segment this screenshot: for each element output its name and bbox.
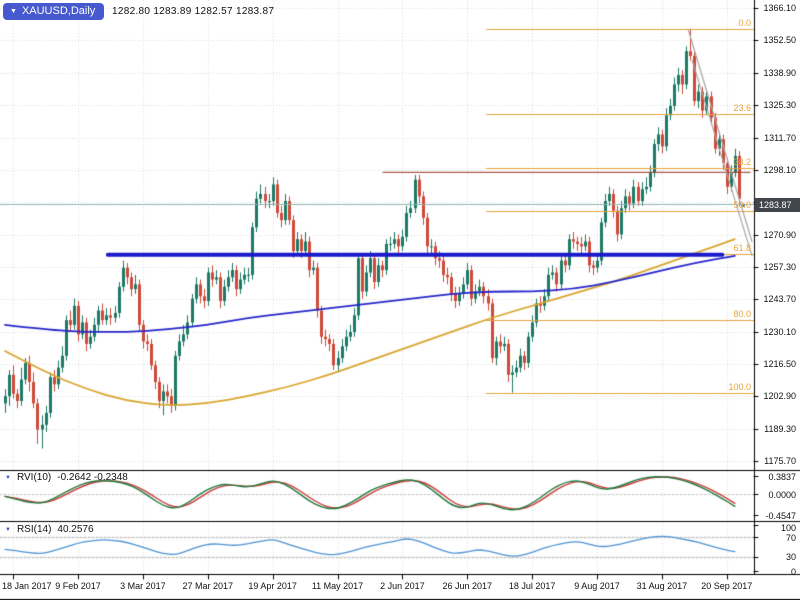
price-axis-label: 1352.50 (763, 35, 796, 46)
price-axis-label: 1270.90 (763, 229, 796, 240)
date-axis-label: 18 Jan 2017 (2, 581, 52, 591)
price-axis-label: 1325.30 (763, 100, 796, 111)
rsi-scale-label: 30 (785, 552, 796, 563)
date-axis-label: 9 Aug 2017 (574, 581, 620, 591)
price-axis-label: 1243.70 (763, 294, 796, 305)
rvi-name: RVI(10) (16, 472, 52, 483)
date-axis-label: 18 Jul 2017 (508, 581, 556, 591)
symbol-timeframe-label: XAUUSD,Daily (21, 5, 96, 17)
rvi-scale-label: 0.3837 (768, 472, 796, 482)
rvi-scale-label: -0.4547 (765, 510, 796, 521)
ohlc-readout: 1282.80 1283.89 1282.57 1283.87 (112, 6, 275, 17)
rsi-scale-label: 100 (780, 523, 796, 533)
rsi-value: 40.2576 (57, 524, 94, 535)
price-axis-label: 1175.70 (764, 456, 796, 467)
date-axis-label: 27 Mar 2017 (182, 581, 234, 591)
price-axis-label: 1366.10 (763, 3, 796, 14)
time-axis[interactable]: 18 Jan 2017 9 Feb 2017 3 Mar 2017 27 Mar 20… (0, 574, 800, 600)
price-axis-label: 1216.50 (763, 359, 796, 370)
date-axis-label: 31 Aug 2017 (636, 581, 688, 591)
indicator-collapse-icon: ▼ (5, 474, 11, 481)
indicator-label-rvi[interactable]: ▼ RVI(10) -0.2642 -0.2348 (5, 472, 128, 483)
date-axis-label: 26 Jun 2017 (442, 581, 493, 591)
rvi-values: -0.2642 -0.2348 (57, 472, 128, 483)
date-axis-label: 3 Mar 2017 (120, 581, 166, 591)
date-axis-label: 2 Jun 2017 (380, 581, 425, 591)
price-axis-label: 1189.30 (764, 423, 796, 434)
price-axis-label: 1230.10 (763, 326, 796, 337)
current-price-tag: 1283.87 (755, 197, 800, 212)
price-axis-label: 1257.30 (763, 262, 796, 272)
date-axis-label: 19 Apr 2017 (248, 581, 297, 591)
date-axis-label: 20 Sep 2017 (701, 581, 753, 591)
date-axis-label: 11 May 2017 (311, 581, 364, 591)
dropdown-arrow-icon: ▼ (10, 7, 17, 15)
price-axis-label: 1298.10 (763, 164, 796, 175)
price-axis-label: 1338.90 (763, 67, 796, 78)
indicator-label-rsi[interactable]: ▼ RSI(14) 40.2576 (5, 524, 94, 535)
price-axis-label: 1202.90 (763, 391, 796, 402)
symbol-timeframe-badge[interactable]: ▼ XAUUSD,Daily (3, 3, 105, 20)
rvi-scale-label: 0.0000 (768, 489, 796, 500)
price-axis-label: 1311.70 (764, 132, 796, 143)
indicator-collapse-icon: ▼ (5, 526, 11, 533)
rsi-name: RSI(14) (16, 524, 52, 535)
price-axis[interactable]: 1283.87 1366.10 1352.50 1338.90 1325.30 1311… (754, 0, 800, 577)
rsi-scale-label: 0 (790, 566, 796, 577)
rsi-scale-label: 70 (785, 532, 796, 543)
date-axis-label: 9 Feb 2017 (55, 581, 101, 591)
